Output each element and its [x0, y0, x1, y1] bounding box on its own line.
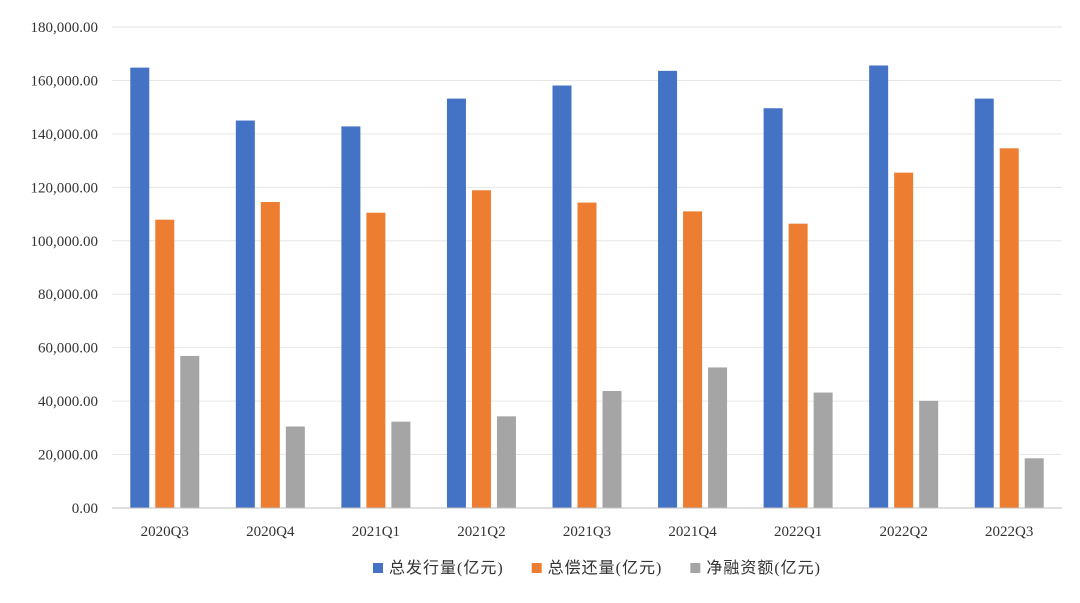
bar-2020Q3-series-0: [130, 67, 150, 509]
x-tick-label: 2021Q3: [563, 524, 611, 540]
bar-2022Q1-series-0: [763, 108, 783, 508]
x-tick-label: 2021Q4: [668, 524, 717, 540]
bar-2022Q3-series-2: [1024, 458, 1044, 508]
bar-2021Q4-series-1: [683, 211, 703, 508]
bar-2021Q1-series-2: [391, 421, 411, 508]
y-tick-label: 20,000.00: [38, 448, 98, 464]
y-tick-label: 60,000.00: [38, 341, 98, 357]
legend-marker: [372, 563, 383, 573]
bar-2022Q1-series-1: [788, 223, 808, 509]
legend-item: 总偿还量(亿元): [531, 559, 663, 577]
bar-2021Q2-series-2: [496, 416, 516, 508]
y-tick-label: 180,000.00: [31, 20, 99, 36]
legend-marker: [531, 563, 542, 573]
legend-item: 净融资额(亿元): [690, 559, 821, 577]
x-tick-label: 2021Q2: [457, 524, 505, 540]
legend: 总发行量(亿元) 总偿还量(亿元) 净融资额(亿元): [372, 559, 821, 577]
y-tick-label: 80,000.00: [38, 287, 98, 303]
bars: [130, 65, 1044, 509]
bar-2022Q3-series-1: [999, 148, 1019, 508]
y-tick-label: 0.00: [72, 501, 98, 517]
x-tick-label: 2021Q1: [352, 524, 400, 540]
y-tick-label: 160,000.00: [31, 73, 99, 89]
bar-2021Q4-series-2: [708, 367, 728, 508]
bar-2022Q2-series-0: [869, 65, 889, 508]
x-tick-label: 2020Q3: [141, 524, 189, 540]
bar-2022Q3-series-0: [974, 98, 994, 509]
legend-label: 总偿还量(亿元): [548, 559, 663, 577]
bar-2020Q3-series-1: [155, 219, 175, 508]
bar-2021Q2-series-1: [471, 190, 491, 509]
y-tick-label: 120,000.00: [31, 180, 99, 196]
legend-marker: [690, 563, 701, 573]
x-axis-ticks: 2020Q3 2020Q4 2021Q1 2021Q2 2021Q3 2021Q4 2022…: [141, 524, 1034, 540]
bar-2021Q3-series-2: [602, 390, 622, 508]
bar-2021Q1-series-0: [341, 126, 361, 508]
bar-2021Q2-series-0: [446, 98, 466, 509]
bar-2021Q3-series-0: [552, 85, 572, 508]
legend-label: 总发行量(亿元): [389, 559, 504, 577]
bar-2021Q3-series-1: [577, 202, 597, 508]
legend-item: 总发行量(亿元): [372, 559, 504, 577]
y-tick-label: 100,000.00: [31, 234, 99, 250]
bar-2020Q4-series-0: [235, 120, 255, 509]
bar-2020Q4-series-1: [260, 202, 280, 508]
bar-2022Q2-series-1: [894, 172, 914, 508]
bar-2022Q2-series-2: [919, 400, 939, 508]
x-tick-label: 2022Q1: [774, 524, 822, 540]
y-tick-label: 140,000.00: [31, 127, 99, 143]
bar-2020Q3-series-2: [180, 355, 200, 508]
bar-2020Q4-series-2: [285, 426, 305, 508]
bar-2021Q4-series-0: [658, 70, 678, 508]
y-axis-ticks: 0.00 20,000.00 40,000.00 60,000.00 80,000.00…: [31, 20, 99, 517]
legend-label: 净融资额(亿元): [706, 559, 821, 577]
y-tick-label: 40,000.00: [38, 394, 98, 410]
x-tick-label: 2020Q4: [246, 524, 295, 540]
x-tick-label: 2022Q2: [879, 524, 927, 540]
x-tick-label: 2022Q3: [985, 524, 1033, 540]
bar-2022Q1-series-2: [813, 392, 833, 508]
bar-2021Q1-series-1: [366, 212, 386, 508]
